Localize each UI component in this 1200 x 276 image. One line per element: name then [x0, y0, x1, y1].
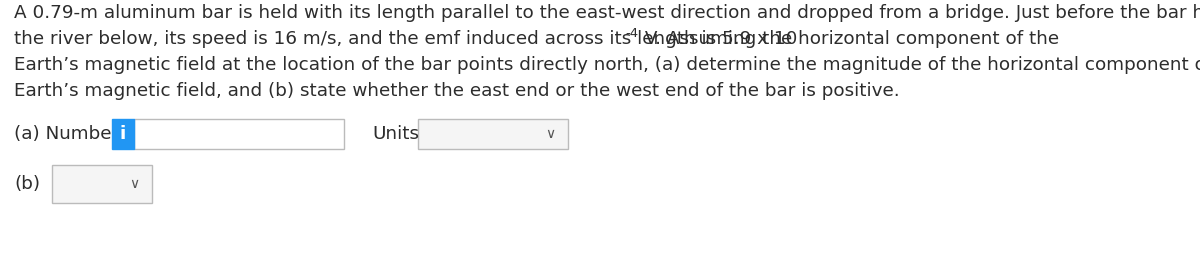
- FancyBboxPatch shape: [112, 119, 134, 149]
- Text: A 0.79-m aluminum bar is held with its length parallel to the east-west directio: A 0.79-m aluminum bar is held with its l…: [14, 4, 1200, 22]
- Text: ∨: ∨: [128, 177, 139, 191]
- Text: Units: Units: [372, 125, 419, 143]
- Text: Earth’s magnetic field, and (b) state whether the east end or the west end of th: Earth’s magnetic field, and (b) state wh…: [14, 82, 900, 100]
- Text: -4: -4: [625, 27, 638, 40]
- FancyBboxPatch shape: [418, 119, 568, 149]
- Text: Earth’s magnetic field at the location of the bar points directly north, (a) det: Earth’s magnetic field at the location o…: [14, 56, 1200, 74]
- Text: (a) Number: (a) Number: [14, 125, 119, 143]
- Text: i: i: [120, 125, 126, 143]
- Text: ∨: ∨: [545, 127, 556, 141]
- FancyBboxPatch shape: [134, 119, 344, 149]
- Text: V. Assuming the horizontal component of the: V. Assuming the horizontal component of …: [640, 30, 1060, 48]
- Text: the river below, its speed is 16 m/s, and the emf induced across its length is 5: the river below, its speed is 16 m/s, an…: [14, 30, 797, 48]
- Text: (b): (b): [14, 175, 40, 193]
- FancyBboxPatch shape: [52, 165, 152, 203]
